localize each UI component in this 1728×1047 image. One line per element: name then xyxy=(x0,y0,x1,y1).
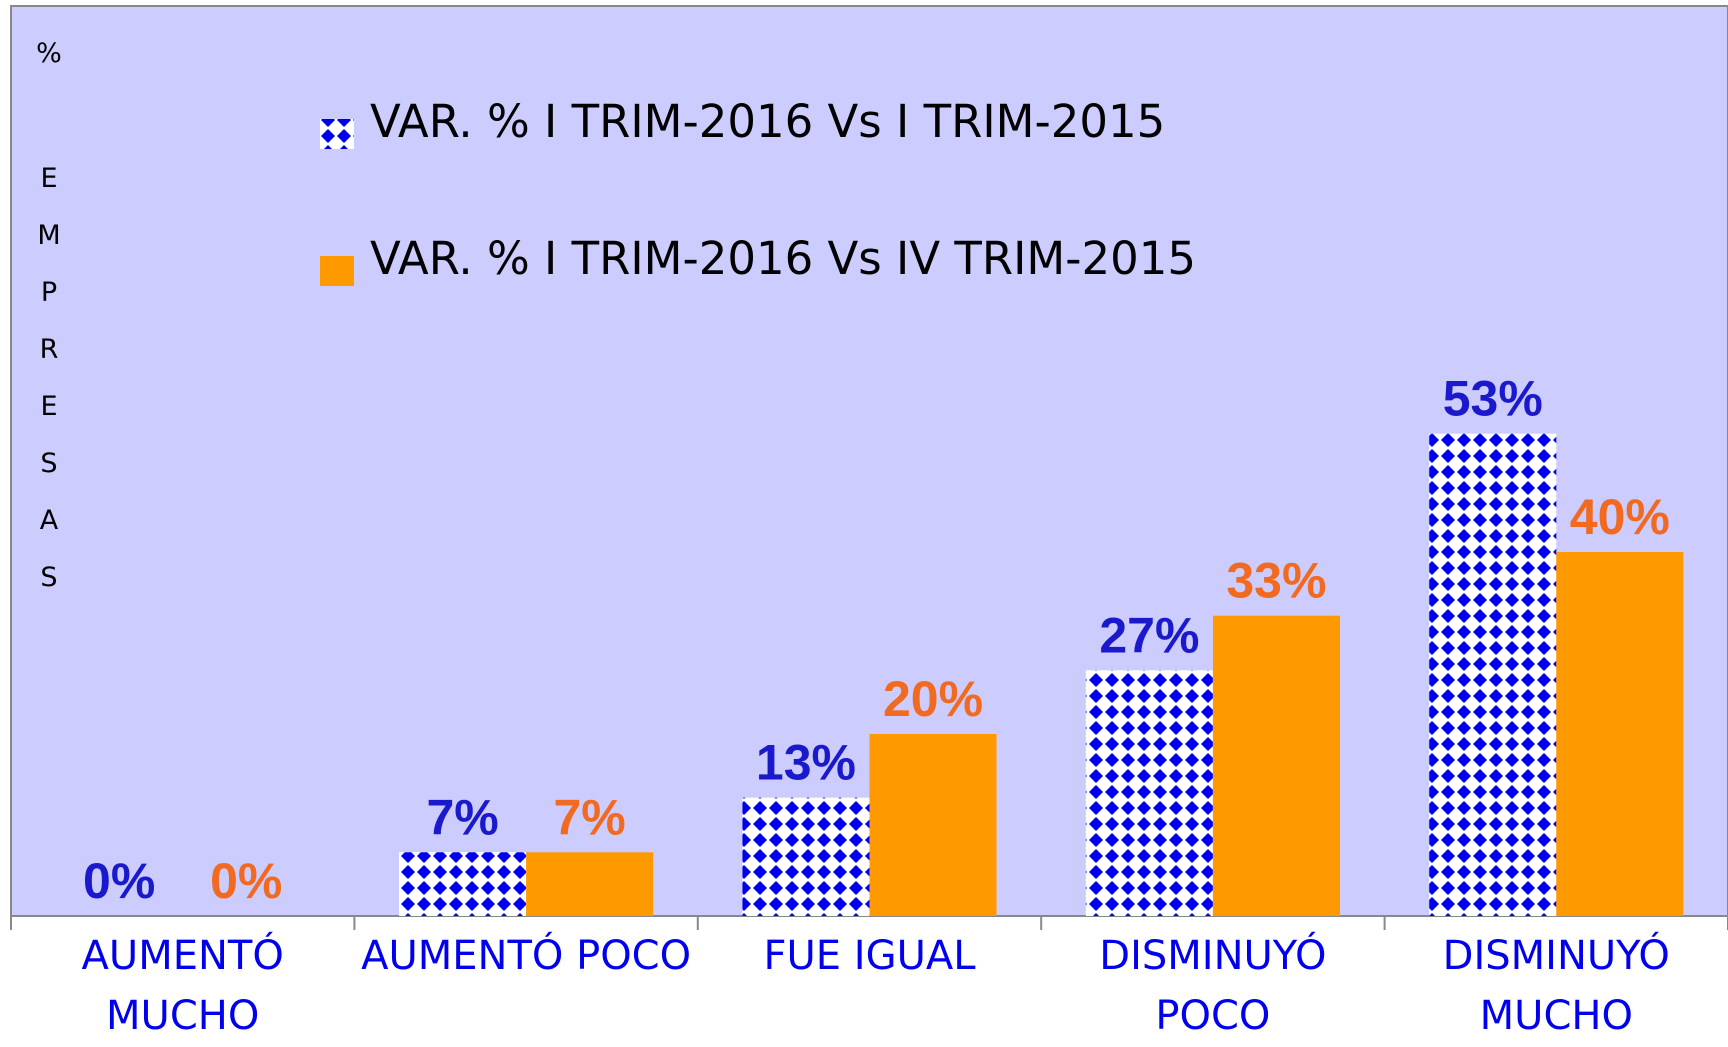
legend-swatch xyxy=(320,256,354,286)
value-label: 33% xyxy=(1226,553,1326,609)
value-label: 27% xyxy=(1099,607,1199,663)
legend-label: VAR. % I TRIM-2016 Vs I TRIM-2015 xyxy=(370,95,1166,148)
x-tick-label: DISMINUYÓ MUCHO xyxy=(1442,933,1670,1039)
value-label: 13% xyxy=(756,735,856,791)
x-tick-label: AUMENTÓ MUCHO xyxy=(81,933,284,1039)
x-tick-label: AUMENTÓ POCO xyxy=(361,933,692,979)
x-tick-label: FUE IGUAL xyxy=(763,933,976,979)
legend-swatch xyxy=(320,119,354,149)
bar xyxy=(1212,615,1340,916)
bar xyxy=(1556,552,1684,916)
value-label: 0% xyxy=(83,853,155,909)
legend-label: VAR. % I TRIM-2016 Vs IV TRIM-2015 xyxy=(370,232,1197,285)
y-axis-label: EMPRESAS xyxy=(37,163,61,593)
y-unit: % xyxy=(36,38,62,69)
value-label: 53% xyxy=(1443,371,1543,427)
bar xyxy=(1429,433,1557,916)
bar xyxy=(742,797,870,916)
value-label: 0% xyxy=(210,853,282,909)
value-label: 7% xyxy=(553,789,625,845)
value-label: 7% xyxy=(426,789,498,845)
bar xyxy=(1085,670,1213,916)
bar xyxy=(869,734,997,916)
x-tick-label: DISMINUYÓ POCO xyxy=(1099,933,1327,1039)
value-label: 20% xyxy=(883,671,983,727)
bar xyxy=(526,852,654,916)
bar xyxy=(399,852,527,916)
value-label: 40% xyxy=(1570,489,1670,545)
